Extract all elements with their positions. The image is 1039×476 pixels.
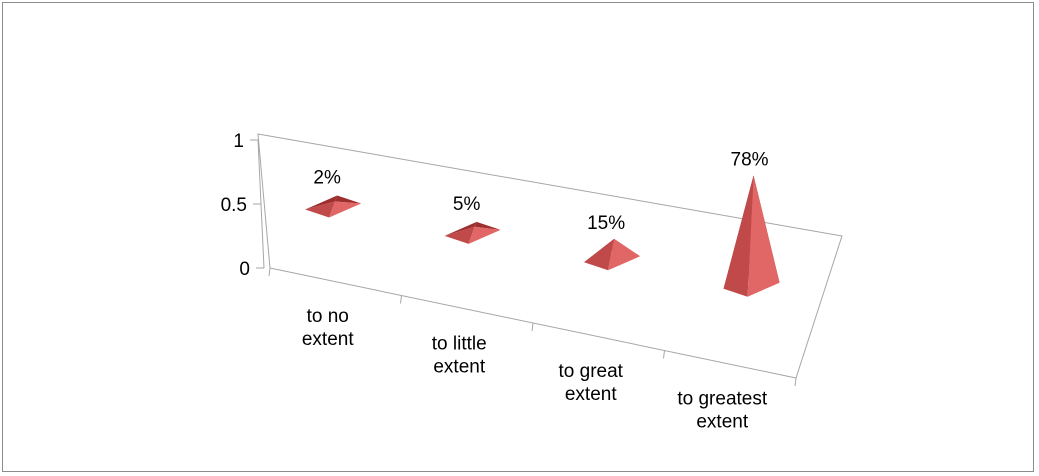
x-category-label-line: to little <box>432 333 487 354</box>
x-category-label: to great extent <box>559 361 624 405</box>
x-category-label-line: extent <box>696 411 748 432</box>
pyramid-face-left <box>723 175 754 297</box>
pyramid-face-right <box>474 221 501 230</box>
x-category-label-line: extent <box>565 384 617 405</box>
pyramid-face-back <box>305 195 338 210</box>
pyramid-face-front <box>329 201 362 218</box>
x-category-label-line: extent <box>433 356 485 377</box>
x-category-label: to little extent <box>432 333 487 377</box>
pyramid-face-front <box>747 175 780 297</box>
pyramid-face-front <box>608 238 641 271</box>
y-axis: 00.51 <box>221 131 265 280</box>
x-category-label: to no extent <box>302 306 354 350</box>
x-category-label-line: to greatest <box>677 388 767 409</box>
data-label: 15% <box>587 213 625 234</box>
x-category-label-line: extent <box>302 329 354 350</box>
chart-marks <box>305 175 780 297</box>
pyramid-face-back <box>444 221 477 236</box>
x-category-label-line: to no <box>307 306 349 327</box>
x-tick-mark <box>794 377 797 387</box>
x-category-label: to greatest extent <box>677 388 767 432</box>
x-tick-mark <box>268 267 271 277</box>
x-tick-mark <box>663 350 665 359</box>
y-tick-label: 1 <box>233 131 244 152</box>
data-labels: 2% 5% 15% 78% <box>313 150 768 234</box>
chart-floor <box>257 133 843 379</box>
pyramid-face-left <box>584 238 615 271</box>
y-tick-label: 0 <box>239 259 250 280</box>
data-label: 5% <box>453 194 481 215</box>
pyramid-face-left <box>444 226 475 244</box>
x-category-label-line: to great <box>559 361 624 382</box>
pyramid-face-left <box>305 201 336 218</box>
pyramid-face-front <box>468 226 501 244</box>
pyramid-bar <box>305 195 362 218</box>
x-tick-mark <box>400 295 402 304</box>
pyramid-bar <box>584 238 641 271</box>
pyramid-bar <box>444 221 501 244</box>
pyramid-bar <box>723 175 780 297</box>
y-tick-label: 0.5 <box>221 195 247 216</box>
data-label: 2% <box>313 168 341 189</box>
data-label: 78% <box>731 150 769 171</box>
floor-outline <box>257 133 843 379</box>
x-axis: to no extent to little extent to great extent… <box>268 267 797 432</box>
x-tick-mark <box>531 322 534 332</box>
pyramid-face-right <box>335 195 362 204</box>
